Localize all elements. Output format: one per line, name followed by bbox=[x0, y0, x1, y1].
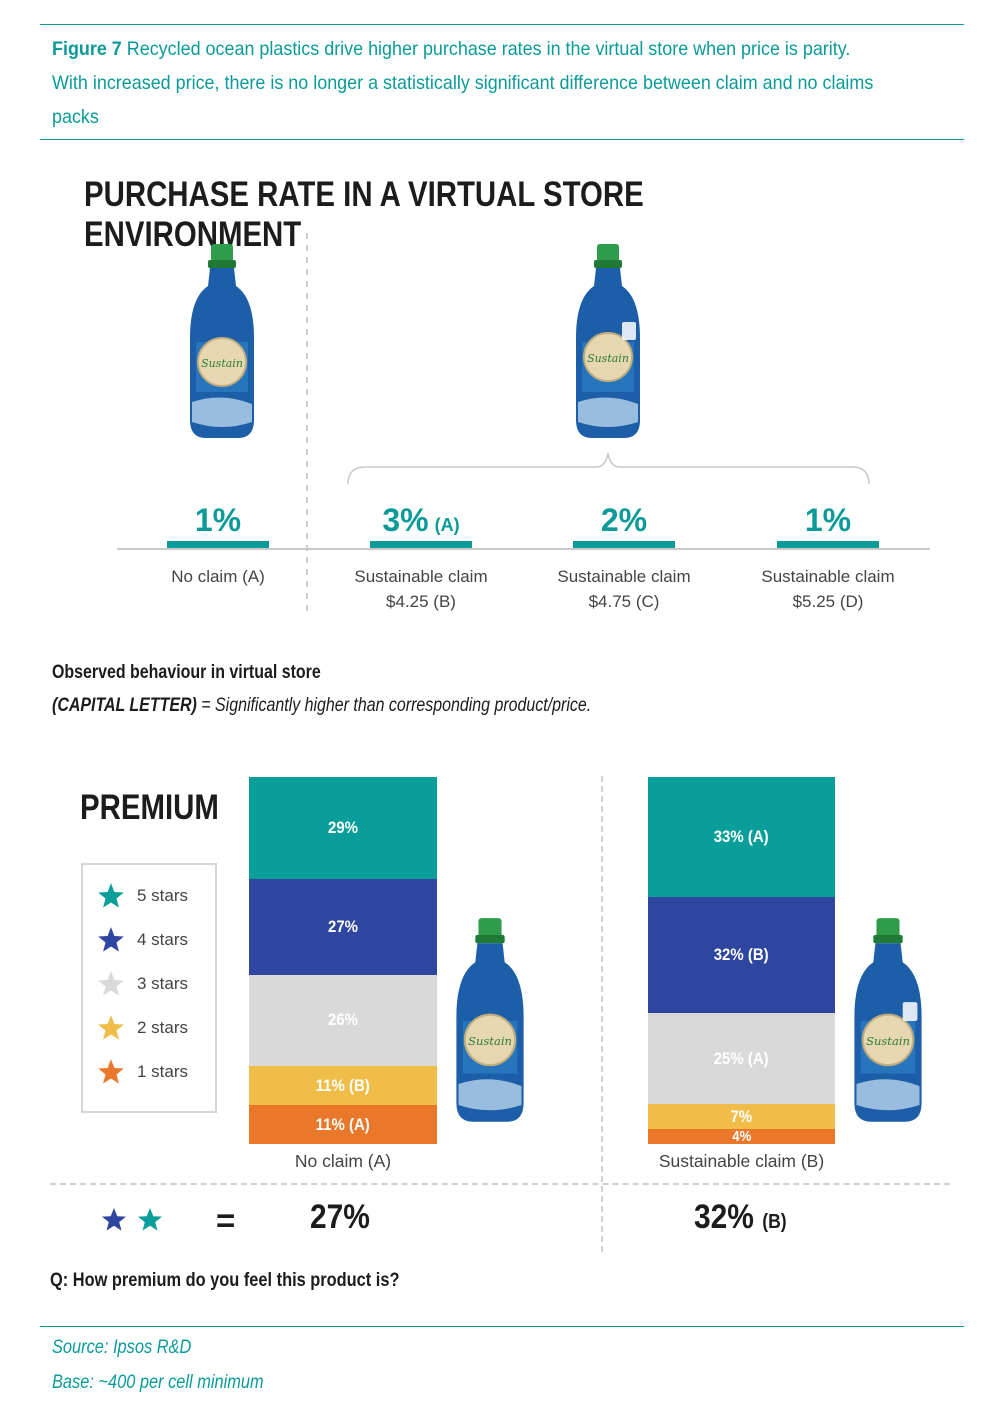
purchase-category-label: No claim (A) bbox=[171, 567, 265, 586]
star-icon bbox=[98, 927, 124, 952]
base-note: Base: ~400 per cell minimum bbox=[52, 1371, 264, 1393]
purchase-bar-line bbox=[573, 541, 675, 548]
legend-item-3-stars: 3 stars bbox=[97, 969, 188, 999]
price-variants-bracket bbox=[347, 452, 870, 485]
top2-claim-value: 32% (B) bbox=[694, 1198, 787, 1236]
premium-top2-divider bbox=[50, 1183, 950, 1185]
stack-segment-label: 32% (B) bbox=[714, 945, 769, 965]
star-icon bbox=[138, 1208, 162, 1231]
star-icon bbox=[102, 1208, 126, 1231]
purchase-category-label: Sustainable claim bbox=[557, 567, 690, 586]
top-rule bbox=[40, 24, 964, 25]
stack-segment-2-stars: 11% (B) bbox=[249, 1066, 437, 1106]
stack-segment-1-stars: 4% bbox=[648, 1129, 835, 1144]
stack-segment-3-stars: 26% bbox=[249, 974, 437, 1067]
observed-title: Observed behaviour in virtual store bbox=[52, 662, 321, 683]
bottle-claim-image-small: Sustain bbox=[854, 918, 922, 1122]
stack-segment-label: 33% (A) bbox=[714, 826, 769, 846]
star-icon bbox=[98, 883, 124, 908]
significance-note: (CAPITAL LETTER) = Significantly higher … bbox=[52, 695, 592, 716]
bottle-brand-text: Sustain bbox=[866, 1034, 910, 1048]
stack-segment-4-stars: 32% (B) bbox=[648, 896, 835, 1014]
footer-rule bbox=[40, 1326, 964, 1327]
premium-category-label: No claim (A) bbox=[294, 1151, 392, 1171]
bottle-no-claim-image-small: Sustain bbox=[456, 918, 524, 1122]
star-icon bbox=[98, 971, 124, 996]
purchase-bar-line bbox=[777, 541, 879, 548]
stack-segment-1-stars: 11% (A) bbox=[249, 1105, 437, 1144]
top2-stars bbox=[102, 1208, 162, 1231]
purchase-value-label: 2% bbox=[601, 502, 647, 538]
purchase-value-label: 1% bbox=[195, 502, 241, 538]
purchase-category-label: $4.25 (B) bbox=[386, 592, 456, 611]
stack-segment-2-stars: 7% bbox=[648, 1104, 835, 1130]
stack-segment-label: 4% bbox=[731, 1128, 752, 1146]
stack-segment-label: 26% bbox=[328, 1010, 358, 1030]
stack-segment-label: 11% (B) bbox=[315, 1075, 371, 1095]
premium-category-label: Sustainable claim (B) bbox=[658, 1151, 825, 1171]
star-legend: 5 stars 4 stars 3 stars 2 stars 1 stars bbox=[81, 863, 217, 1113]
bottle-brand-text: Sustain bbox=[468, 1034, 512, 1048]
stack-segment-label: 25% (A) bbox=[714, 1048, 769, 1068]
legend-item-5-stars: 5 stars bbox=[97, 881, 188, 911]
stack-segment-5-stars: 29% bbox=[249, 777, 437, 880]
legend-item-4-stars: 4 stars bbox=[97, 925, 188, 955]
purchase-category-label: Sustainable claim bbox=[354, 567, 487, 586]
purchase-category-label: Sustainable claim bbox=[761, 567, 894, 586]
star-icon bbox=[98, 1059, 124, 1084]
legend-item-2-stars: 2 stars bbox=[97, 1013, 188, 1043]
purchase-category-label: $4.75 (C) bbox=[589, 592, 660, 611]
survey-question: Q: How premium do you feel this product … bbox=[50, 1269, 400, 1291]
stack-segment-label: 27% bbox=[328, 916, 358, 936]
bottle-no-claim-image: Sustain bbox=[190, 244, 254, 438]
bottle-claim-image: Sustain bbox=[576, 244, 640, 438]
source-note: Source: Ipsos R&D bbox=[52, 1336, 192, 1358]
stack-segment-label: 29% bbox=[328, 818, 358, 838]
premium-divider bbox=[601, 776, 603, 1252]
purchase-rate-chart: 1% No claim (A) 3% (A) Sustainable claim $4.2… bbox=[117, 233, 930, 613]
stack-segment-5-stars: 33% (A) bbox=[648, 777, 835, 897]
purchase-chart-title: PURCHASE RATE IN A VIRTUAL STORE ENVIRON… bbox=[84, 175, 644, 254]
purchase-bar-line bbox=[370, 541, 472, 548]
premium-title: PREMIUM bbox=[80, 788, 219, 827]
stack-segment-4-stars: 27% bbox=[249, 879, 437, 975]
caption-rule bbox=[40, 139, 964, 140]
bottle-brand-text: Sustain bbox=[201, 357, 243, 370]
figure-caption: Figure 7 Recycled ocean plastics drive h… bbox=[52, 38, 874, 128]
purchase-value-label: 1% bbox=[805, 502, 851, 538]
top2-no-claim-value: 27% bbox=[310, 1198, 370, 1236]
equals-sign: = bbox=[216, 1202, 236, 1239]
bottle-brand-text: Sustain bbox=[587, 352, 629, 365]
stack-segment-3-stars: 25% (A) bbox=[648, 1013, 835, 1105]
star-icon bbox=[98, 1015, 124, 1040]
purchase-bar-line bbox=[167, 541, 269, 548]
legend-item-1-stars: 1 stars bbox=[97, 1057, 188, 1087]
top2-claim-sig: (B) bbox=[762, 1211, 787, 1233]
purchase-value-label: 3% (A) bbox=[382, 502, 459, 538]
stack-segment-label: 7% bbox=[730, 1106, 753, 1126]
stack-segment-label: 11% (A) bbox=[315, 1114, 371, 1134]
purchase-category-label: $5.25 (D) bbox=[793, 592, 864, 611]
